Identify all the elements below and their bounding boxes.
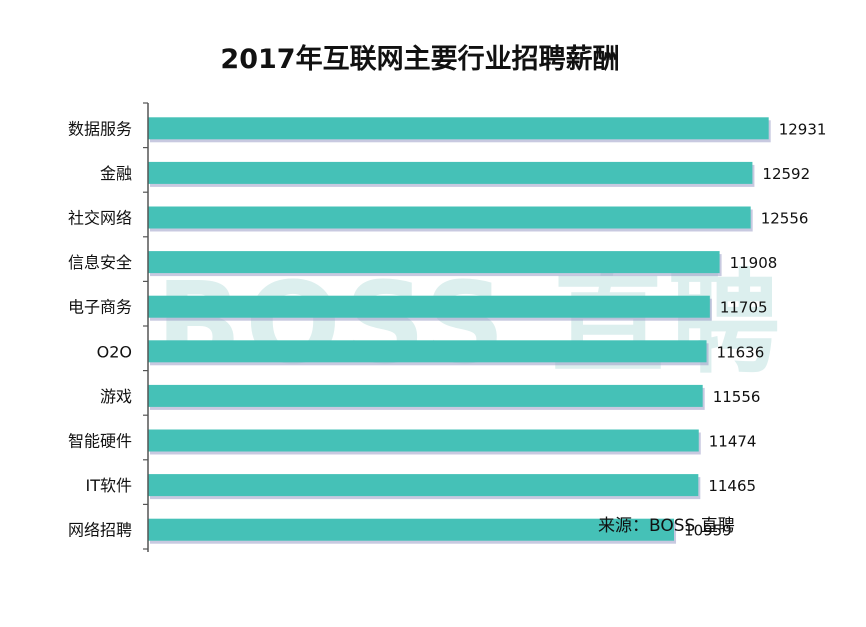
value-label: 11474 bbox=[709, 433, 757, 451]
bar bbox=[148, 518, 675, 541]
value-label: 12556 bbox=[761, 210, 809, 228]
value-label: 11556 bbox=[713, 388, 761, 406]
bar bbox=[148, 117, 769, 140]
y-axis-ticks bbox=[143, 102, 148, 550]
value-label: 11465 bbox=[708, 477, 756, 495]
value-label: 11908 bbox=[730, 254, 778, 272]
bar bbox=[148, 161, 753, 184]
value-label: 12592 bbox=[762, 165, 810, 183]
source-note: 来源：BOSS 直聘 bbox=[598, 516, 735, 536]
category-label: 社交网络 bbox=[68, 209, 132, 228]
bar bbox=[148, 295, 710, 318]
category-label: 金融 bbox=[100, 164, 132, 183]
bar bbox=[148, 429, 699, 452]
category-label: 智能硬件 bbox=[68, 432, 132, 451]
value-label: 11636 bbox=[717, 343, 765, 361]
bars-group: 12931 数据服务 12592 金融 12556 社交网络 11908 信息安全 11705 电… bbox=[68, 117, 827, 544]
watermark: BOSS 直聘 bbox=[156, 259, 784, 389]
bar bbox=[148, 206, 751, 229]
category-label: 网络招聘 bbox=[68, 521, 132, 540]
category-label: 信息安全 bbox=[68, 253, 132, 272]
bar bbox=[148, 474, 699, 497]
bar bbox=[148, 251, 720, 274]
bar bbox=[148, 340, 707, 363]
category-label: IT软件 bbox=[86, 476, 133, 495]
category-label: 游戏 bbox=[100, 387, 132, 406]
value-label: 12931 bbox=[779, 120, 827, 138]
category-label: 数据服务 bbox=[68, 119, 132, 138]
bar bbox=[148, 384, 703, 407]
value-label: 10959 bbox=[684, 522, 732, 540]
category-label: 电子商务 bbox=[68, 298, 132, 317]
chart-title: 2017年互联网主要行业招聘薪酬 bbox=[220, 43, 619, 75]
category-label: O2O bbox=[97, 342, 132, 361]
value-label: 11705 bbox=[720, 299, 768, 317]
